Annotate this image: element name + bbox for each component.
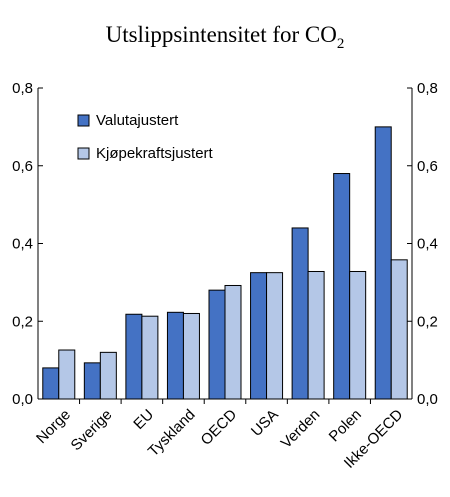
legend-label: Kjøpekraftsjustert <box>96 145 214 162</box>
bar-kjopekraftsjustert <box>58 349 76 400</box>
y-tick-label-left: 0,6 <box>12 158 33 175</box>
category-label: Sverige <box>68 406 116 454</box>
y-tick-label-left: 0,2 <box>12 313 33 330</box>
bar-kjopekraftsjustert <box>349 270 367 400</box>
chart-title-main: Utslippsintensitet for CO <box>106 22 337 47</box>
category-label: Polen <box>326 406 365 445</box>
y-tick-label-right: 0,2 <box>417 313 438 330</box>
chart-title: Utslippsintensitet for CO2 <box>106 22 345 52</box>
plot-area: 0,0 0,00,2 0,20,4 0,40,6 0,60,8 0,8NorgeSveri… <box>12 80 438 472</box>
bar-valutajustert <box>166 311 184 400</box>
bar-kjopekraftsjustert <box>182 312 200 400</box>
legend-swatch <box>77 114 90 127</box>
bar-valutajustert <box>291 227 309 400</box>
bar-kjopekraftsjustert <box>99 351 117 400</box>
y-tick-label-left: 0,0 <box>12 391 33 408</box>
y-tick-label-right: 0,8 <box>417 80 438 97</box>
bar-valutajustert <box>83 362 101 400</box>
bar-valutajustert <box>125 313 143 400</box>
bar-valutajustert <box>250 272 268 400</box>
category-label: EU <box>130 406 157 433</box>
bar-kjopekraftsjustert <box>224 284 242 400</box>
bar-kjopekraftsjustert <box>141 315 159 400</box>
y-tick-label-right: 0,0 <box>417 391 438 408</box>
category-label: Verden <box>278 406 324 452</box>
chart-title-subscript: 2 <box>337 36 345 52</box>
legend-label: Valutajustert <box>96 112 179 129</box>
category-label: OECD <box>198 406 241 449</box>
bar-kjopekraftsjustert <box>307 270 325 400</box>
category-label: USA <box>248 406 282 440</box>
bar-valutajustert <box>374 126 392 400</box>
bar-kjopekraftsjustert <box>266 272 284 400</box>
bar-kjopekraftsjustert <box>390 259 408 400</box>
y-tick-label-right: 0,4 <box>417 236 438 253</box>
legend-swatch <box>77 147 90 160</box>
y-tick-label-left: 0,8 <box>12 80 33 97</box>
bar-valutajustert <box>42 367 60 400</box>
y-tick-label-left: 0,4 <box>12 236 33 253</box>
bar-valutajustert <box>208 289 226 400</box>
bar-valutajustert <box>333 173 351 400</box>
y-tick-label-right: 0,6 <box>417 158 438 175</box>
